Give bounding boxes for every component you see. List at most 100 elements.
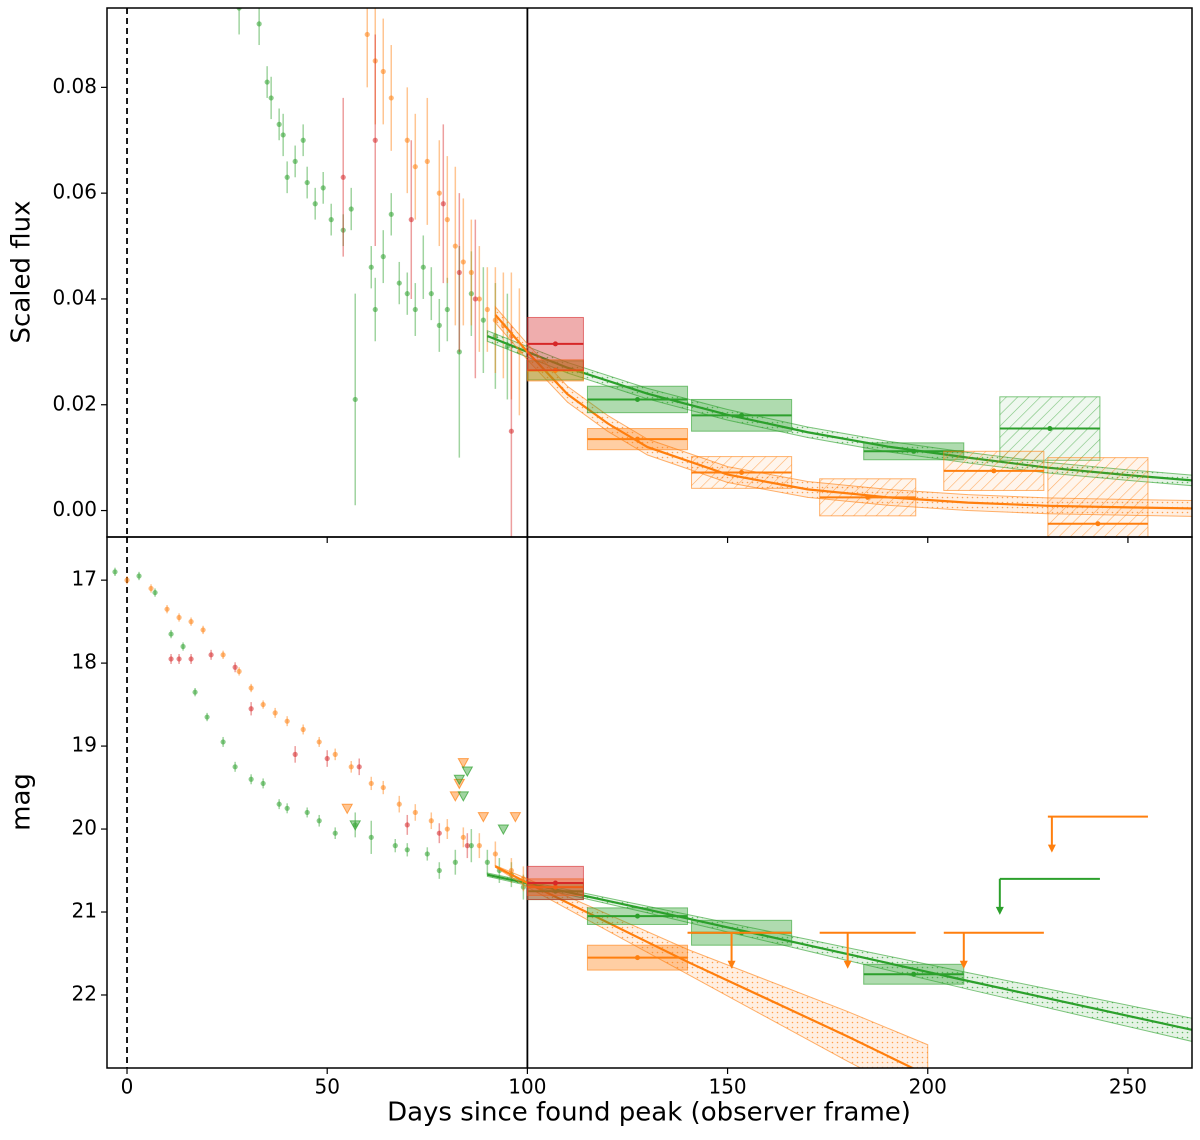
data-point xyxy=(284,718,290,724)
data-point xyxy=(436,322,442,328)
data-point xyxy=(260,780,266,787)
data-point xyxy=(356,764,362,770)
data-point xyxy=(188,656,194,662)
data-point xyxy=(388,211,394,217)
upper-limit-marker xyxy=(461,766,474,778)
data-point xyxy=(188,619,194,625)
data-point xyxy=(316,739,322,745)
data-point xyxy=(284,174,290,180)
y-tick-label: 0.08 xyxy=(52,74,97,98)
data-point xyxy=(428,291,434,297)
data-point xyxy=(408,217,414,223)
data-point xyxy=(232,664,238,670)
data-point xyxy=(340,174,346,180)
data-point xyxy=(264,79,270,85)
x-tick-label: 200 xyxy=(909,1075,947,1099)
data-point xyxy=(168,631,174,637)
data-point xyxy=(368,780,374,787)
y-tick-label: 0.00 xyxy=(52,497,97,521)
data-point xyxy=(208,652,214,658)
upper-limit-marker xyxy=(509,812,522,823)
data-point xyxy=(460,259,466,265)
data-point xyxy=(428,818,434,824)
bin-point xyxy=(634,913,640,919)
data-point xyxy=(348,206,354,212)
limit-arrowhead xyxy=(959,960,968,969)
data-point xyxy=(192,689,198,695)
bin-point xyxy=(552,341,558,347)
data-point xyxy=(232,764,238,770)
data-point xyxy=(272,710,278,716)
x-tick-label: 50 xyxy=(314,1075,339,1099)
data-point xyxy=(352,396,358,403)
data-point xyxy=(248,776,254,782)
bin-point xyxy=(552,884,558,890)
data-point xyxy=(248,685,254,691)
data-point xyxy=(152,589,158,596)
data-point xyxy=(456,349,462,355)
bin-point xyxy=(739,412,745,418)
limit-arrowhead xyxy=(995,906,1004,915)
data-point xyxy=(316,818,322,824)
limit-arrowhead xyxy=(727,960,736,969)
upper-limit-marker xyxy=(453,774,466,786)
x-tick-label: 150 xyxy=(708,1075,746,1099)
plot-area xyxy=(112,537,1192,1068)
data-point xyxy=(260,701,266,708)
data-point xyxy=(464,843,470,849)
x-axis-label: Days since found peak (observer frame) xyxy=(387,1098,911,1128)
bin-point xyxy=(911,971,917,977)
bin-point xyxy=(634,955,640,961)
data-point xyxy=(480,317,486,323)
data-point xyxy=(328,217,334,223)
data-point xyxy=(412,809,418,816)
plot-area xyxy=(126,8,1192,537)
data-point xyxy=(136,573,142,579)
data-point xyxy=(304,809,310,816)
data-point xyxy=(452,243,458,249)
bin-point xyxy=(634,396,640,402)
data-point xyxy=(300,726,306,733)
bin-point xyxy=(911,448,917,454)
bin-point xyxy=(865,494,871,500)
data-point xyxy=(280,132,286,138)
data-point xyxy=(412,306,418,313)
data-point xyxy=(492,851,498,857)
data-point xyxy=(364,31,370,38)
data-point xyxy=(436,867,442,874)
data-point xyxy=(312,201,318,207)
data-point xyxy=(436,190,442,196)
x-tick-label: 0 xyxy=(121,1075,134,1099)
data-point xyxy=(424,158,430,165)
data-point xyxy=(468,269,474,276)
bin-point xyxy=(552,880,558,886)
data-point xyxy=(424,851,430,857)
x-tick-label: 250 xyxy=(1109,1075,1147,1099)
data-point xyxy=(300,137,306,143)
data-point xyxy=(396,801,402,807)
data-point xyxy=(340,227,346,233)
y-tick-label: 19 xyxy=(72,733,97,757)
y-tick-label: 21 xyxy=(72,899,97,923)
data-point xyxy=(444,217,450,223)
data-point xyxy=(352,822,358,828)
data-point xyxy=(372,137,378,143)
y-tick-label: 0.06 xyxy=(52,180,97,204)
upper-limit-marker xyxy=(449,791,462,802)
fit-band xyxy=(486,872,1192,1042)
data-point xyxy=(348,764,354,770)
data-point xyxy=(380,68,386,75)
data-point xyxy=(148,585,154,592)
fit-line xyxy=(487,873,1192,1031)
bin-point xyxy=(1047,426,1053,432)
data-point xyxy=(452,859,458,865)
data-point xyxy=(368,834,374,840)
bin-point xyxy=(1095,521,1101,527)
x-tick-label: 100 xyxy=(508,1075,546,1099)
data-point xyxy=(368,264,374,270)
data-point xyxy=(268,95,274,101)
data-point xyxy=(388,95,394,101)
data-point xyxy=(332,830,338,836)
data-point xyxy=(396,280,402,286)
data-point xyxy=(380,254,386,260)
